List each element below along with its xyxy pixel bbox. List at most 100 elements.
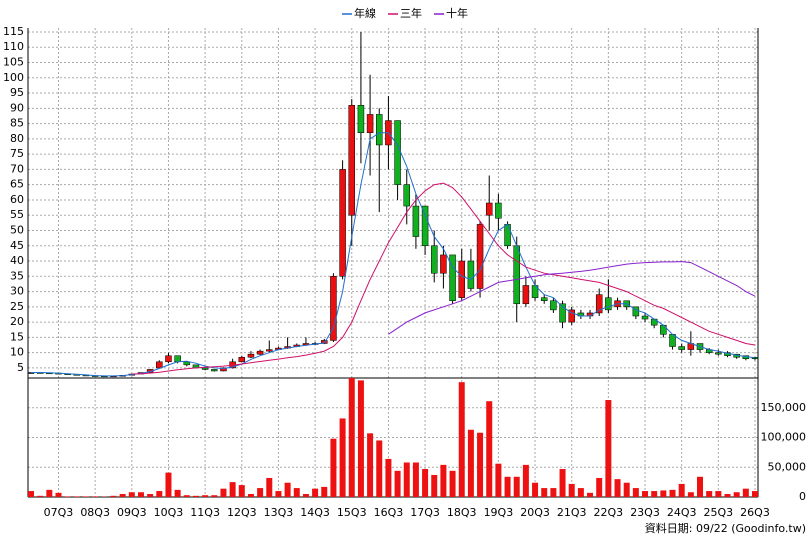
volume-bar bbox=[247, 494, 254, 497]
candle-body bbox=[751, 356, 759, 360]
volume-bar bbox=[541, 488, 548, 497]
volume-bar bbox=[183, 495, 190, 497]
volume-bar bbox=[376, 440, 383, 497]
y2-tick-label: 150,000 bbox=[761, 401, 807, 414]
candle-body bbox=[211, 369, 218, 372]
y-tick-label: 30 bbox=[10, 285, 24, 298]
x-tick-label: 10Q3 bbox=[154, 506, 184, 519]
volume-bar bbox=[632, 488, 639, 497]
candle-body bbox=[220, 367, 227, 372]
candle-body bbox=[357, 105, 365, 134]
volume-bar bbox=[37, 495, 44, 497]
x-tick-label: 15Q3 bbox=[337, 506, 367, 519]
volume-bar bbox=[275, 491, 282, 497]
volume-bar bbox=[257, 488, 264, 497]
volume-bar bbox=[357, 380, 364, 497]
candle-body bbox=[321, 340, 328, 344]
volume-bar bbox=[82, 496, 89, 497]
volume-bar bbox=[559, 469, 566, 497]
x-tick-label: 14Q3 bbox=[300, 506, 330, 519]
volume-bar bbox=[687, 492, 694, 497]
x-tick-label: 24Q3 bbox=[667, 506, 697, 519]
candle-body bbox=[183, 361, 191, 366]
legend-label: 年線 bbox=[354, 6, 376, 20]
y-tick-label: 55 bbox=[10, 208, 24, 221]
volume-bar bbox=[752, 491, 758, 497]
volume-bar bbox=[724, 494, 731, 497]
volume-bar bbox=[706, 491, 713, 497]
candle-body bbox=[632, 306, 640, 317]
x-tick-label: 09Q3 bbox=[117, 506, 147, 519]
volume-bar bbox=[449, 470, 456, 497]
volume-bar bbox=[385, 458, 392, 497]
candle-body bbox=[376, 114, 383, 146]
candle-body bbox=[247, 353, 255, 358]
volume-bar bbox=[92, 496, 99, 497]
volume-bar bbox=[577, 488, 584, 497]
candle-body bbox=[678, 346, 685, 350]
candle-body bbox=[485, 202, 493, 216]
volume-bar bbox=[642, 491, 649, 497]
volume-bar bbox=[614, 479, 621, 497]
volume-bar bbox=[495, 463, 502, 497]
volume-bar bbox=[733, 492, 740, 497]
volume-bar bbox=[238, 485, 245, 497]
y-tick-label: 25 bbox=[10, 300, 24, 313]
volume-bar bbox=[605, 400, 612, 497]
volume-bar bbox=[467, 429, 474, 497]
y-tick-label: 5 bbox=[17, 361, 24, 374]
volume-bar bbox=[202, 495, 209, 497]
volume-bar bbox=[147, 494, 154, 497]
y-tick-label: 85 bbox=[10, 117, 24, 130]
volume-bar bbox=[587, 492, 594, 497]
volume-bar bbox=[339, 418, 346, 497]
volume-bar bbox=[522, 464, 529, 497]
volume-bar bbox=[192, 495, 199, 497]
volume-bar bbox=[119, 494, 126, 497]
x-tick-label: 17Q3 bbox=[410, 506, 440, 519]
volume-bar bbox=[596, 477, 603, 497]
candle-body bbox=[366, 114, 374, 134]
volume-bar bbox=[422, 469, 429, 497]
volume-bar bbox=[486, 401, 493, 497]
candle-body bbox=[504, 224, 511, 247]
y-tick-label: 65 bbox=[10, 178, 24, 191]
candle-body bbox=[201, 367, 209, 370]
candle-body bbox=[476, 224, 484, 289]
volume-bar bbox=[128, 492, 135, 497]
candle-body bbox=[174, 355, 181, 363]
volume-bar bbox=[504, 476, 511, 497]
y-tick-label: 50 bbox=[10, 223, 24, 236]
candle-body bbox=[467, 260, 475, 289]
candle-body bbox=[522, 285, 530, 305]
volume-bar bbox=[293, 488, 300, 497]
candle-body bbox=[550, 300, 557, 311]
volume-bar bbox=[513, 476, 520, 497]
y-tick-label: 60 bbox=[10, 193, 24, 206]
y2-tick-label: 100,000 bbox=[761, 431, 807, 444]
volume-bar bbox=[394, 470, 401, 497]
y2-tick-label: 0 bbox=[799, 490, 806, 503]
candle-body bbox=[595, 294, 603, 314]
volume-bar bbox=[367, 433, 374, 497]
x-tick-label: 25Q3 bbox=[704, 506, 734, 519]
candle-body bbox=[421, 205, 429, 247]
x-tick-label: 08Q3 bbox=[80, 506, 110, 519]
y-tick-label: 110 bbox=[3, 40, 24, 53]
volume-bar bbox=[302, 494, 309, 497]
candle-body bbox=[165, 355, 172, 363]
candle-body bbox=[458, 260, 465, 298]
y-tick-label: 40 bbox=[10, 254, 24, 267]
volume-bar bbox=[697, 476, 704, 497]
candle-body bbox=[660, 324, 667, 335]
x-tick-label: 12Q3 bbox=[227, 506, 257, 519]
candle-body bbox=[330, 276, 337, 341]
volume-bar bbox=[715, 491, 722, 497]
candle-body bbox=[715, 352, 722, 355]
y-tick-label: 15 bbox=[10, 330, 24, 343]
volume-bar bbox=[568, 483, 575, 497]
y-tick-label: 80 bbox=[10, 132, 24, 145]
volume-bar bbox=[660, 490, 667, 497]
